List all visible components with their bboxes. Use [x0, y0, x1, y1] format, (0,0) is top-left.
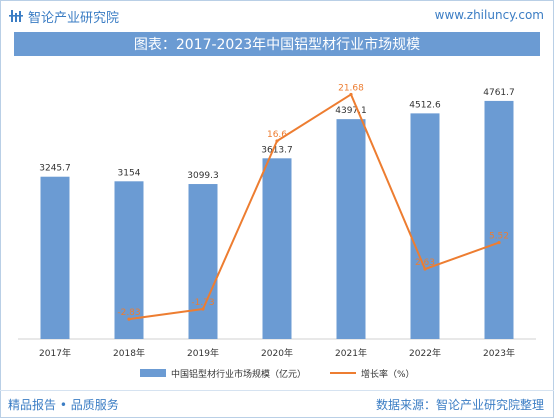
- growth-point-2: [201, 307, 205, 311]
- brand-logo-icon: [9, 10, 23, 22]
- chart-title: 图表：2017-2023年中国铝型材行业市场规模: [133, 37, 421, 53]
- footer-divider: [0, 390, 554, 391]
- brand: 智论产业研究院: [8, 6, 119, 26]
- growth-point-3: [275, 139, 279, 143]
- growth-value-label: 16.6: [267, 130, 287, 140]
- bar-value-label: 3245.7: [39, 164, 71, 174]
- growth-point-5: [423, 267, 427, 271]
- growth-rate-line: [128, 93, 500, 321]
- bar-value-label: 3154: [118, 168, 141, 178]
- brand-name: 智论产业研究院: [28, 10, 120, 26]
- legend-bar-swatch: [140, 369, 166, 377]
- bar-3: [262, 158, 292, 339]
- x-tick-label: 2022年: [409, 347, 441, 359]
- growth-value-label: 21.68: [338, 83, 364, 93]
- bar-value-label: 4397.1: [335, 106, 367, 116]
- bar-2: [188, 184, 218, 339]
- footer-source: 数据来源：智论产业研究院整理: [375, 398, 544, 412]
- x-tick-label: 2017年: [39, 347, 71, 359]
- growth-value-label: 5.52: [489, 232, 509, 242]
- site-url: www.zhiluncy.com: [434, 8, 544, 22]
- bar-4: [336, 119, 366, 340]
- bar-5: [410, 113, 440, 340]
- x-tick-label: 2021年: [335, 347, 367, 359]
- growth-value-label: -1.73: [191, 298, 214, 308]
- x-tick-label: 2018年: [113, 347, 145, 359]
- bar-value-label: 3613.7: [261, 145, 293, 155]
- bar-value-label: 4761.7: [483, 88, 515, 98]
- x-tick-label: 2019年: [187, 347, 219, 359]
- bar-value-label: 3099.3: [187, 171, 219, 181]
- x-tick-label: 2020年: [261, 347, 293, 359]
- chart-title-bar: 图表：2017-2023年中国铝型材行业市场规模: [14, 32, 540, 56]
- growth-point-4: [349, 92, 353, 97]
- x-tick-label: 2023年: [483, 347, 515, 359]
- growth-value-label: -2.83: [117, 308, 140, 318]
- legend-line-label: 增长率（%）: [361, 368, 415, 380]
- legend-bar-label: 中国铝型材行业市场规模（亿元）: [171, 368, 306, 380]
- bar-1: [114, 181, 144, 339]
- bar-0: [40, 176, 70, 339]
- bar-value-label: 4512.6: [409, 100, 441, 110]
- growth-value-label: 2.63: [415, 258, 435, 268]
- bar-6: [484, 100, 514, 339]
- growth-point-1: [127, 317, 131, 321]
- footer-slogan: 精品报告 • 品质服务: [8, 398, 119, 412]
- growth-point-6: [497, 240, 501, 245]
